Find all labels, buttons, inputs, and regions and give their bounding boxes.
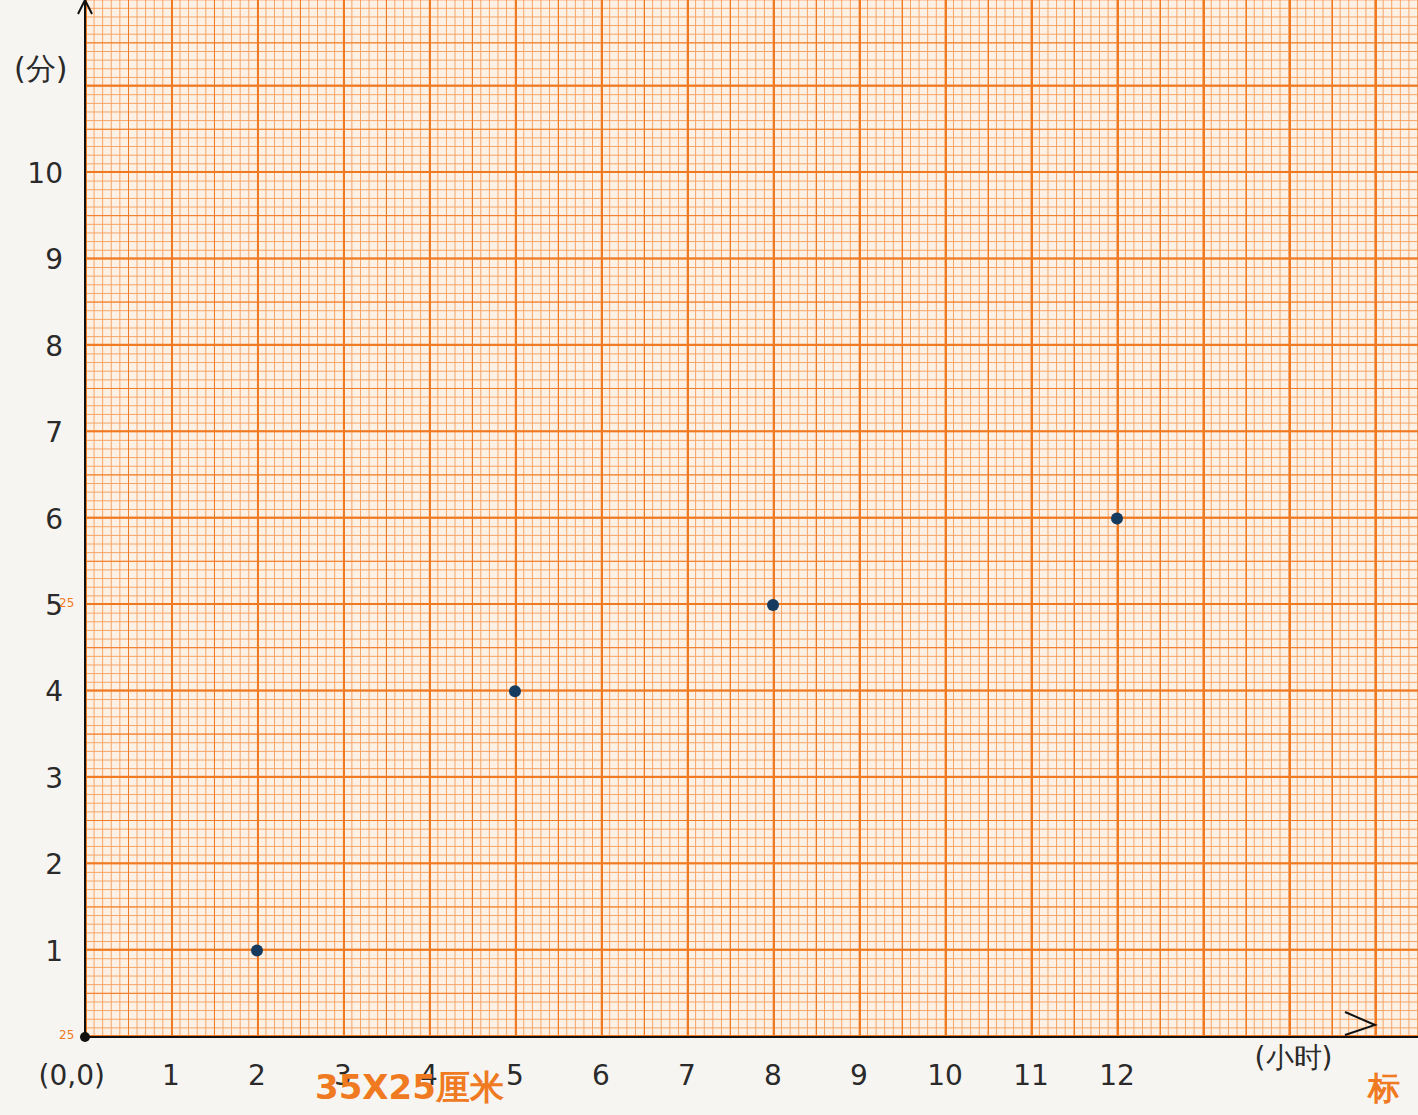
html-text:(分): (分) [14,51,68,87]
svg-text:5: 5 [506,1059,524,1092]
svg-text:7: 7 [678,1059,696,1092]
svg-text:8: 8 [45,330,63,363]
svg-text:9: 9 [45,243,63,276]
svg-text:5: 5 [45,588,63,622]
html-text:标: 标 [1368,1069,1400,1107]
svg-text:6: 6 [45,503,63,536]
svg-text:2: 2 [248,1059,266,1092]
svg-text:12: 12 [1099,1059,1135,1092]
svg-text:1: 1 [45,935,63,968]
svg-text:(0,0): (0,0) [39,1059,105,1092]
svg-text:7: 7 [45,416,63,449]
html-text:25: 25 [59,595,75,610]
html-text:(小时): (小时) [1254,1041,1333,1074]
svg-text:4: 4 [45,675,63,708]
html-text:35X25厘米: 35X25厘米 [315,1067,504,1107]
html-text:25: 25 [59,1028,75,1042]
svg-text:10: 10 [27,157,63,190]
svg-text:2: 2 [45,848,63,881]
svg-text:10: 10 [927,1059,963,1092]
svg-text:8: 8 [764,1059,782,1092]
svg-text:3: 3 [45,762,63,795]
svg-text:6: 6 [592,1059,610,1092]
svg-text:11: 11 [1013,1059,1049,1092]
svg-text:1: 1 [162,1059,180,1092]
svg-text:9: 9 [850,1059,868,1092]
